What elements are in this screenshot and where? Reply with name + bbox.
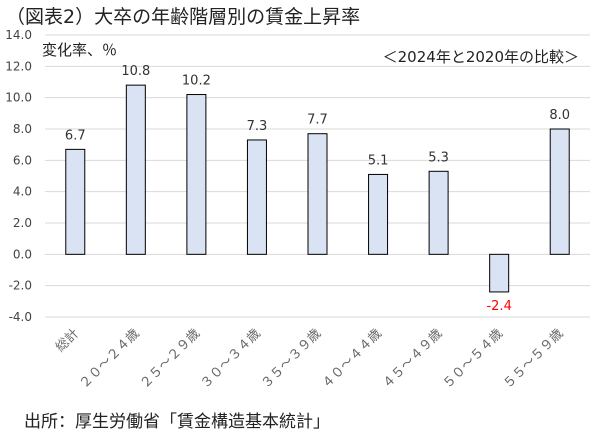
chart-title: （図表2）大卒の年齢階層別の賃金上昇率: [6, 6, 361, 28]
y-tick-label: 2.0: [13, 216, 32, 230]
x-tick-label: ５５～５９歳: [501, 326, 567, 392]
bar: [246, 139, 267, 255]
bar: [368, 173, 389, 255]
bar: [428, 170, 449, 255]
data-label: 5.3: [428, 150, 449, 165]
data-label: 5.1: [368, 153, 389, 168]
y-tick-label: 10.0: [5, 91, 32, 105]
data-label: 7.7: [307, 113, 328, 128]
data-label: -2.4: [486, 299, 511, 314]
y-axis-label: 変化率、％: [42, 41, 118, 59]
x-tick-label: ２０～２４歳: [77, 326, 143, 392]
x-tick-label: ２５～２９歳: [137, 326, 203, 392]
y-tick-label: 14.0: [5, 28, 32, 42]
y-tick-label: 4.0: [13, 185, 32, 199]
y-tick-label: -2.0: [9, 279, 32, 293]
y-tick-label: -4.0: [9, 310, 32, 324]
bar: [65, 148, 86, 255]
bar: [186, 94, 207, 255]
data-label: 10.2: [182, 74, 211, 89]
data-label: 7.3: [247, 119, 268, 134]
data-label: 10.8: [121, 64, 150, 79]
bar: [307, 133, 328, 255]
bar: [549, 128, 570, 255]
data-label: 6.7: [65, 128, 86, 143]
x-tick-label: ３５～３９歳: [259, 326, 325, 392]
comparison-note: ＜2024年と2020年の比較＞: [382, 48, 579, 66]
bar: [125, 84, 146, 255]
y-tick-label: 8.0: [13, 122, 32, 136]
y-tick-label: 6.0: [13, 153, 32, 167]
x-tick-label: ４５～４９歳: [380, 326, 446, 392]
y-tick-label: 0.0: [13, 247, 32, 261]
x-tick-label: ４０～４４歳: [319, 326, 385, 392]
y-tick-label: 12.0: [5, 59, 32, 73]
data-label: 8.0: [549, 108, 570, 123]
source-note: 出所：厚生労働省「賃金構造基本統計」: [24, 412, 330, 432]
x-tick-label: ３０～３４歳: [198, 326, 264, 392]
bar: [489, 253, 510, 293]
x-tick-label: 総計: [52, 326, 82, 356]
x-tick-label: ５０～５４歳: [440, 326, 506, 392]
